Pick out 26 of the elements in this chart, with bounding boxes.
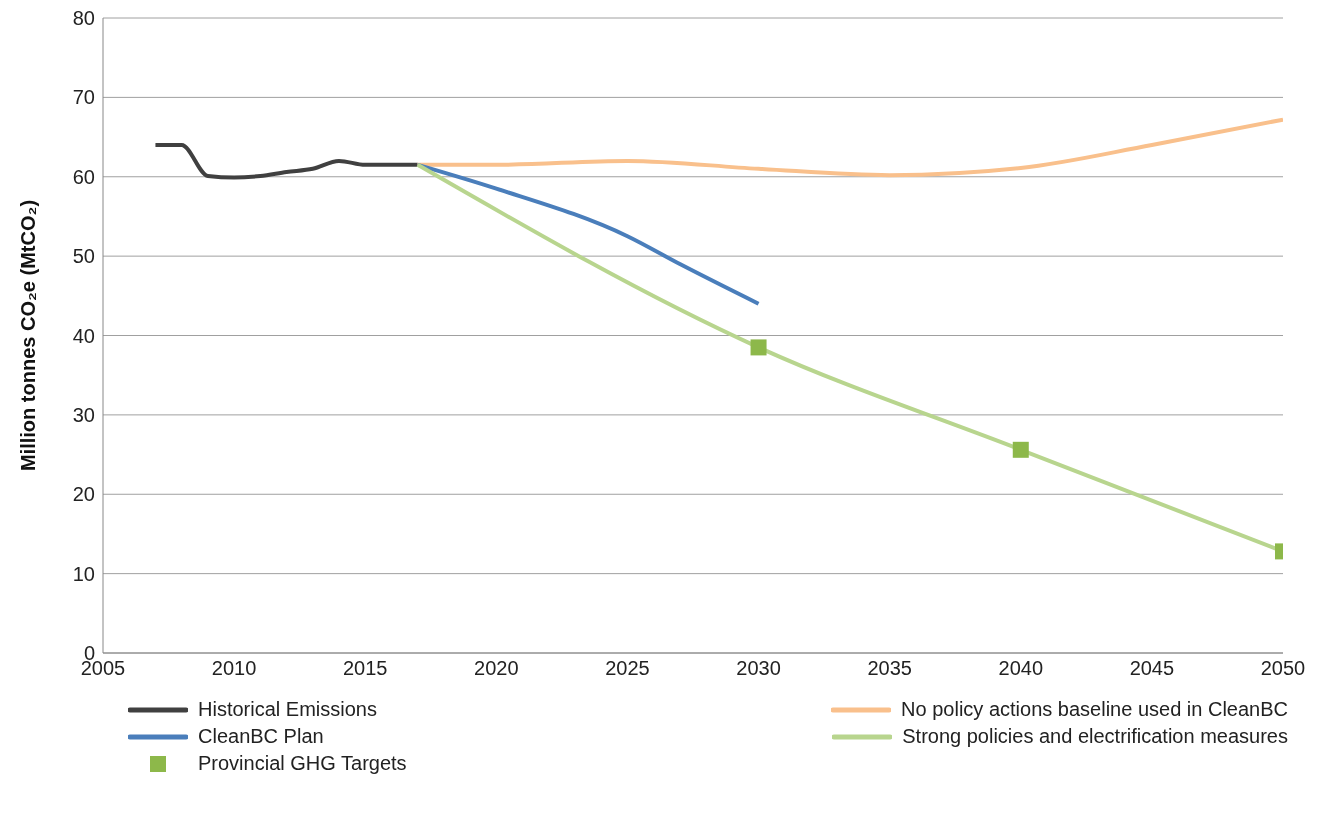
legend-label: Provincial GHG Targets <box>198 752 407 775</box>
x-tick-label: 2030 <box>736 657 781 680</box>
x-tick-label: 2010 <box>211 657 257 680</box>
x-tick-label: 2045 <box>1129 657 1175 680</box>
y-tick-label: 40 <box>72 324 95 347</box>
legend-label: Historical Emissions <box>198 698 377 721</box>
y-tick-label: 50 <box>72 245 95 268</box>
x-tick-label: 2040 <box>998 657 1044 680</box>
y-tick-label: 70 <box>72 86 95 109</box>
x-tick-label: 2025 <box>605 657 650 680</box>
x-tick-label: 2035 <box>867 657 912 680</box>
y-tick-label: 60 <box>72 165 95 188</box>
point <box>750 339 767 356</box>
x-tick-label: 2015 <box>342 657 388 680</box>
legend-label: Strong policies and electrification measures <box>902 725 1288 748</box>
y-tick-label: 10 <box>72 562 95 585</box>
x-tick-label: 2050 <box>1260 657 1306 680</box>
x-tick-label: 2020 <box>474 657 519 680</box>
legend-label: CleanBC Plan <box>198 725 324 748</box>
legend-label: No policy actions baseline used in CleanBC <box>901 698 1288 721</box>
y-tick-label: 80 <box>72 7 95 30</box>
y-tick-label: 30 <box>72 403 95 426</box>
point <box>1012 441 1029 458</box>
y-tick-label: 20 <box>72 483 95 506</box>
y-axis-title: Million tonnes CO₂e (MtCO₂) <box>17 199 40 472</box>
line-series <box>153 143 420 180</box>
